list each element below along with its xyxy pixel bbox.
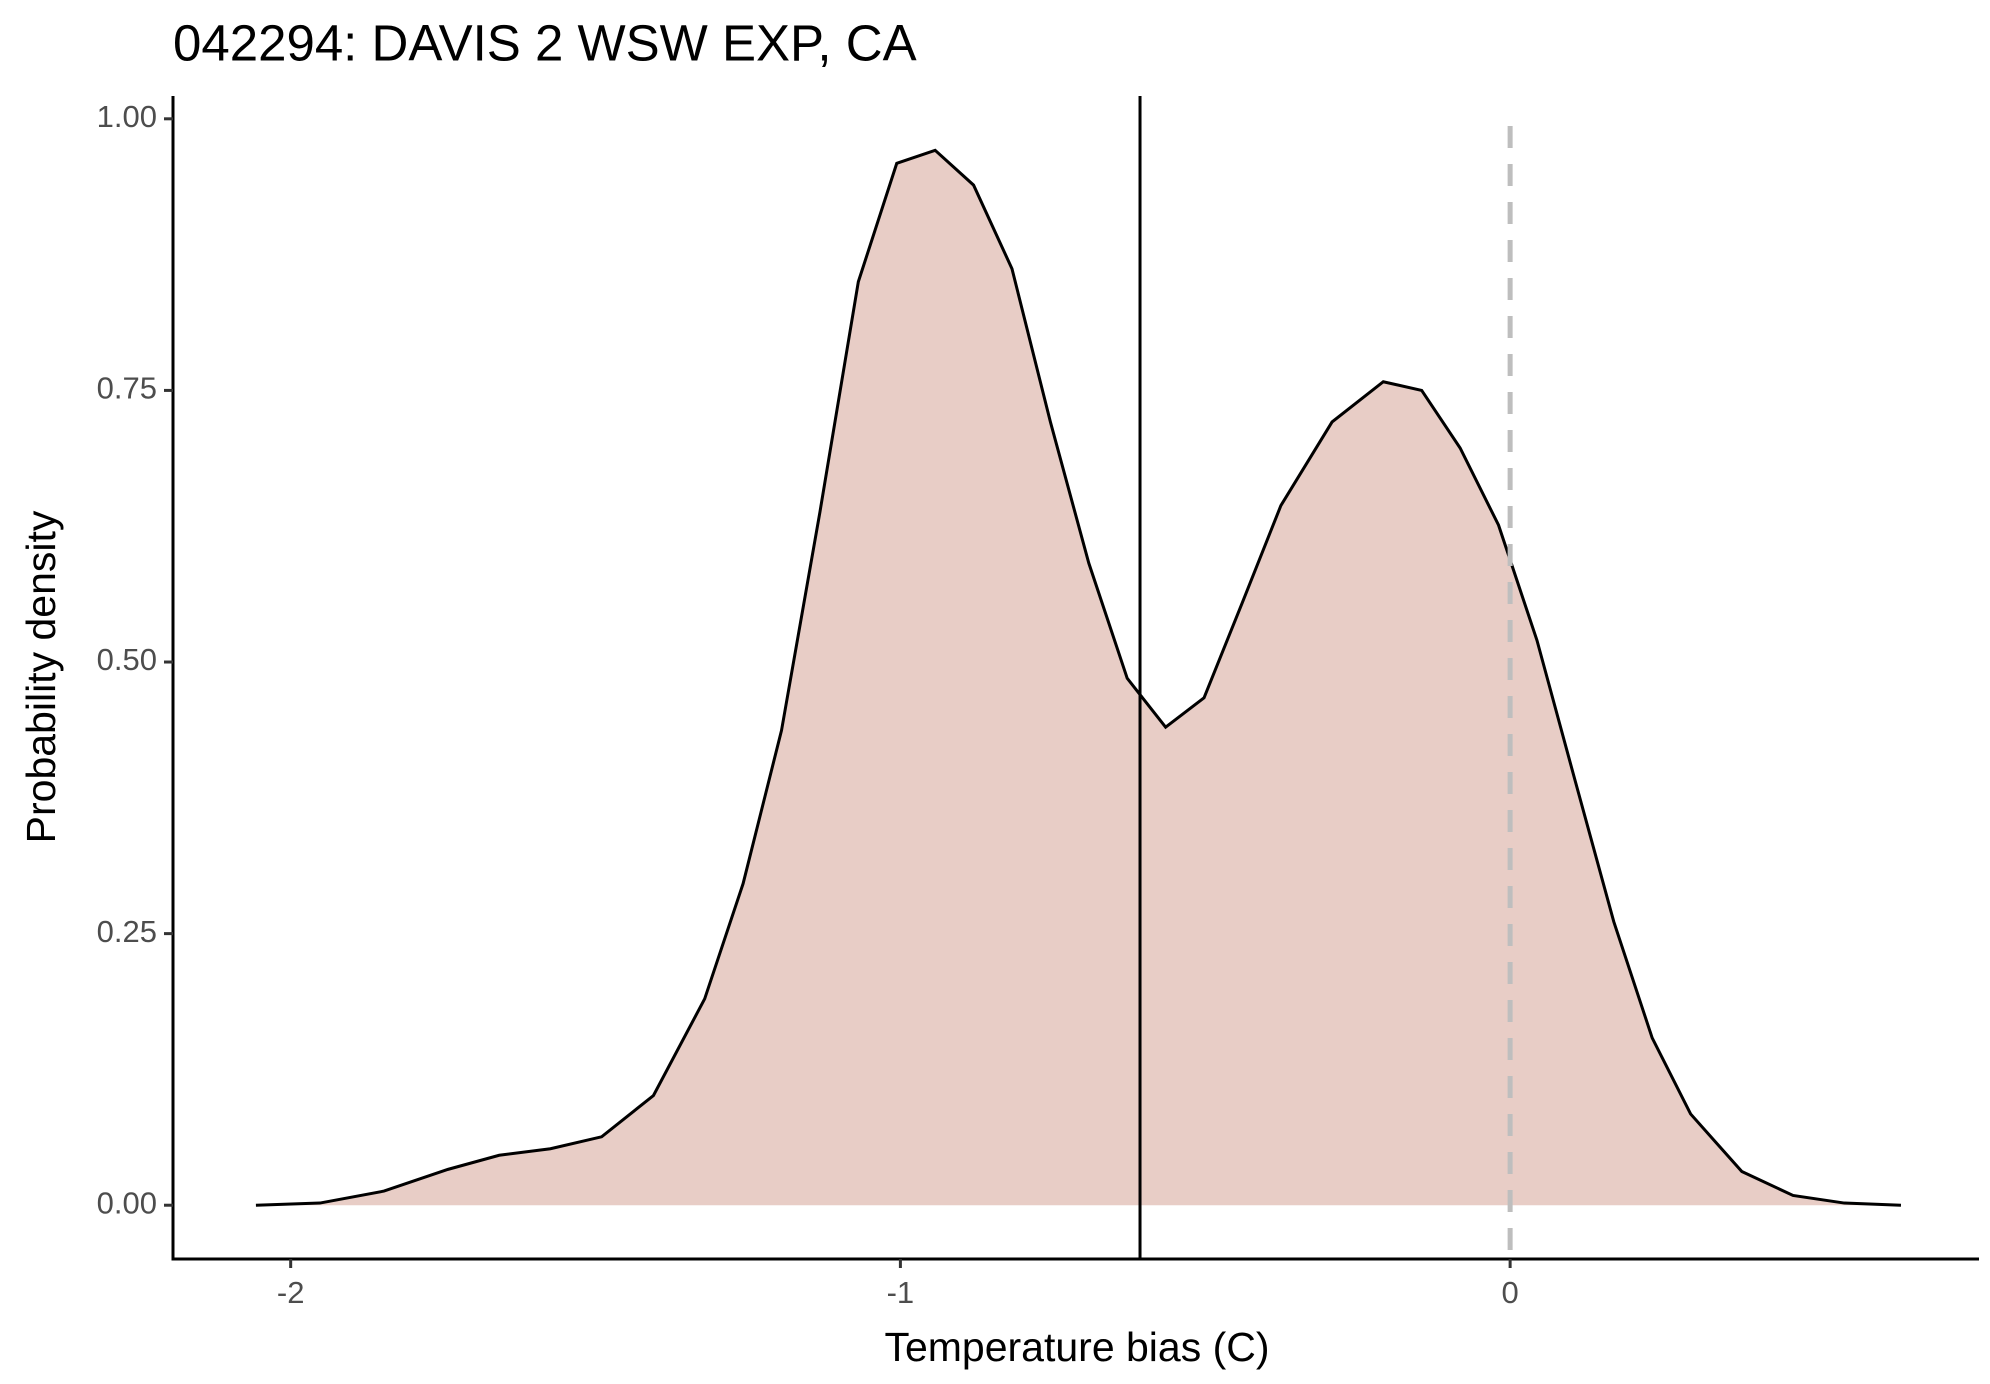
y-tick-label: 0.00	[97, 1185, 157, 1220]
y-tick-label: 0.25	[97, 914, 157, 949]
y-tick-label: 1.00	[97, 99, 157, 134]
x-tick-label: -1	[887, 1275, 915, 1310]
x-tick-label: -2	[277, 1275, 305, 1310]
density-line	[255, 148, 1902, 1207]
density-area	[255, 150, 1901, 1206]
y-axis-title: Probability density	[18, 510, 64, 843]
chart-title: 042294: DAVIS 2 WSW EXP, CA	[173, 14, 917, 71]
x-axis-title: Temperature bias (C)	[884, 1324, 1269, 1370]
y-tick-label: 0.75	[97, 371, 157, 406]
y-tick-label: 0.50	[97, 642, 157, 677]
plot-area: 0.00 0.25 0.50 0.75 1.00 -2 -1 0	[97, 96, 1979, 1310]
x-tick-label: 0	[1501, 1275, 1518, 1310]
